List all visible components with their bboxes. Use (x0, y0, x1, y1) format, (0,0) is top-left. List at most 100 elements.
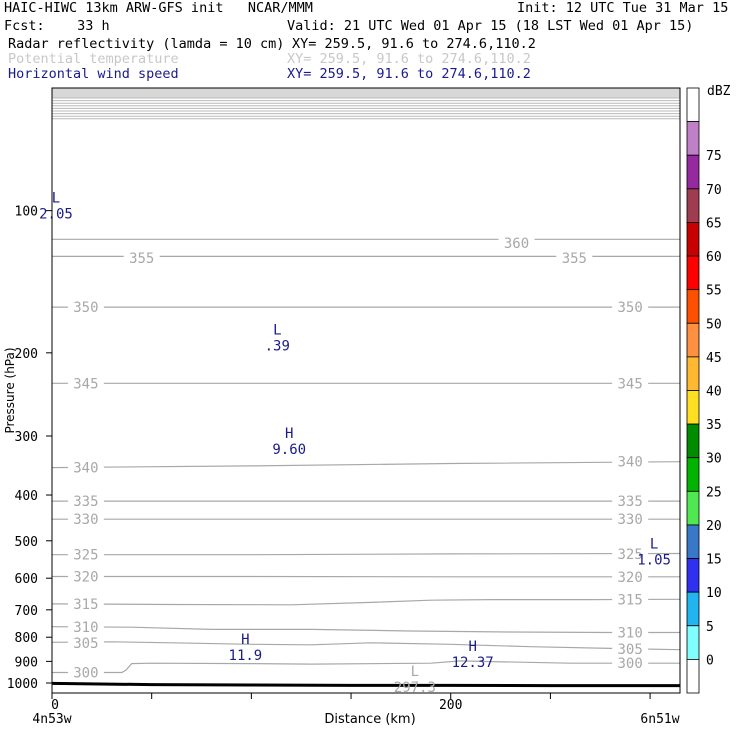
theta-label-bg (67, 299, 104, 315)
theta-contour-340 (51, 461, 681, 469)
theta-label-345: 345 (73, 376, 98, 392)
colorbar-level-label: 60 (706, 250, 722, 265)
colorbar-level-label: 70 (706, 183, 722, 198)
x-axis-label: Distance (km) (324, 712, 415, 727)
extremum-H-letter: H (241, 632, 249, 648)
theta-contour-305 (51, 641, 681, 651)
extremum-H-value: 12.37 (452, 655, 494, 671)
theta-label-340: 340 (618, 455, 643, 471)
colorbar-box (686, 289, 700, 324)
y-tick-label: 100 (15, 205, 38, 220)
theta-label-bg (67, 459, 104, 475)
x-tick-label: 0 (51, 698, 59, 713)
theta-label-300: 300 (73, 665, 98, 681)
extremum-L-value: 2.05 (39, 207, 73, 223)
colorbar-level-label: 65 (706, 216, 722, 231)
colorbar-level-label: 45 (706, 351, 722, 366)
theta-label-335: 335 (73, 494, 98, 510)
theta-label-bg (67, 546, 104, 562)
theta-label-bg (67, 568, 104, 584)
field-xy-theta: XY= 259.5, 91.6 to 274.6,110.2 (287, 51, 531, 67)
field-name-theta: Potential temperature (8, 51, 179, 67)
colorbar-box (686, 87, 700, 123)
y-tick-label: 900 (15, 655, 38, 670)
theta-contour-300 (52, 660, 680, 674)
theta-label-355: 355 (129, 251, 154, 267)
theta-label-bg (67, 511, 104, 527)
colorbar-level-label: 75 (706, 149, 722, 164)
theta-label-325: 325 (618, 547, 643, 563)
theta-label-bg (556, 250, 593, 266)
extremum-H-value: 11.9 (229, 648, 263, 664)
theta-contour-315 (51, 598, 681, 606)
theta-label-305: 305 (618, 642, 643, 658)
theta-label-bg (612, 511, 649, 527)
theta-label-bg (612, 568, 649, 584)
extremum-L-letter: L (650, 537, 658, 553)
run-title: HAIC-HIWC 13km ARW-GFS init NCAR/MMM (4, 0, 313, 16)
extremum-L-letter: L (273, 322, 281, 338)
colorbar-box (686, 255, 700, 291)
colorbar-level-label: 25 (706, 485, 722, 500)
extremum-L-letter: L (52, 191, 60, 207)
colorbar-level-label: 50 (706, 317, 722, 332)
colorbar-level-label: 5 (706, 620, 714, 635)
extremum-H-value: 9.60 (272, 442, 306, 458)
plot-frame (51, 87, 681, 694)
theta-label-bg (612, 493, 649, 509)
colorbar-title: dBZ (707, 84, 731, 99)
theta-label-bg (612, 375, 649, 391)
theta-label-bg (612, 591, 649, 607)
theta-contours (51, 238, 681, 674)
extremum-H-letter: H (468, 639, 476, 655)
colorbar-box (686, 591, 700, 627)
colorbar: dBZ 0 5 10 15 20 25 30 35 40 45 50 55 60 65 70 75 (686, 84, 731, 694)
colorbar-box (686, 121, 700, 156)
y-tick-label: 400 (15, 489, 38, 504)
extremum-L-value: 1.05 (637, 553, 671, 569)
theta-label-315: 315 (73, 597, 98, 613)
theta-label-bg (498, 234, 535, 250)
theta-contour-325 (52, 552, 681, 556)
theta-label-bg (67, 493, 104, 509)
theta-label-320: 320 (618, 570, 643, 586)
colorbar-box (686, 524, 700, 559)
theta-label-300: 300 (618, 656, 643, 672)
colorbar-level-label: 35 (706, 418, 722, 433)
extremum-L-letter: L (411, 664, 419, 680)
y-tick-label: 600 (15, 572, 38, 587)
x-tick-label: 200 (439, 698, 462, 713)
colorbar-box (686, 558, 700, 593)
theta-label-320: 320 (73, 569, 98, 585)
extremum-L-value: .39 (265, 338, 290, 354)
axes: 100 200 300 400 500 600 700 800 900 1000 0 200 4n53w… (3, 205, 680, 727)
extremum-L-value: 297.3 (394, 680, 436, 696)
field-name-wind: Horizontal wind speed (8, 66, 179, 82)
y-tick-label: 700 (15, 604, 38, 619)
colorbar-box (686, 222, 700, 257)
theta-label-bg (67, 375, 104, 391)
colorbar-box (686, 625, 700, 660)
theta-label-bg (612, 299, 649, 315)
theta-label-325: 325 (73, 548, 98, 564)
theta-label-bg (612, 453, 649, 469)
theta-label-335: 335 (618, 494, 643, 510)
colorbar-level-label: 15 (706, 553, 722, 568)
theta-label-310: 310 (618, 626, 643, 642)
theta-label-bg (123, 250, 160, 266)
theta-label-bg (67, 619, 104, 635)
y-tick-label: 500 (15, 535, 38, 550)
field-name-reflectivity: Radar reflectivity (lamda = 10 cm) (8, 36, 285, 52)
colorbar-box (686, 457, 700, 492)
valid-time: Valid: 21 UTC Wed 01 Apr 15 (18 LST Wed … (287, 18, 694, 34)
y-tick-label: 300 (15, 430, 38, 445)
theta-label-bg (612, 641, 649, 657)
theta-label-bg (612, 545, 649, 561)
y-axis-label: Pressure (hPa) (3, 347, 17, 433)
init-time: Init: 12 UTC Tue 31 Mar 15 (517, 0, 729, 16)
theta-label-bg (67, 595, 104, 611)
x-start-location: 4n53w (32, 712, 71, 727)
